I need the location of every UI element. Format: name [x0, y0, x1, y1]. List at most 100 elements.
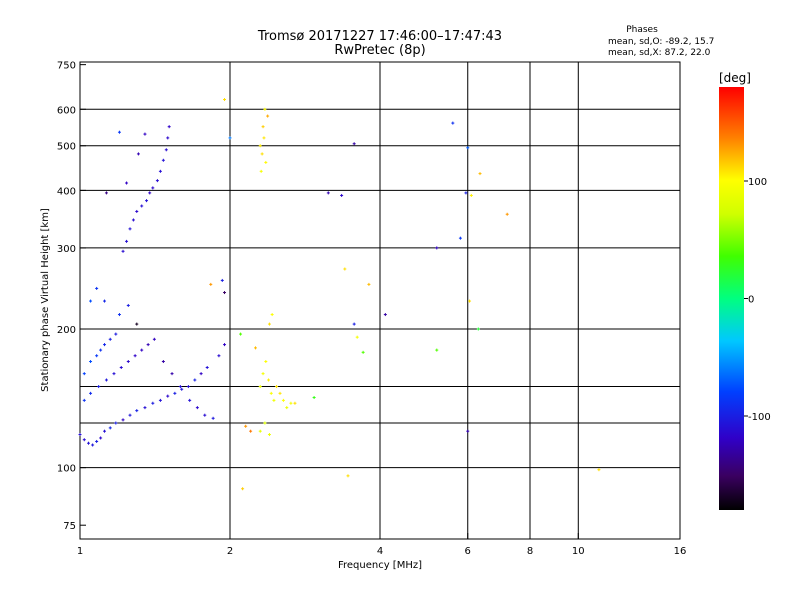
chart-subtitle: RwPretec (8p)	[334, 43, 425, 58]
colorbar	[719, 87, 744, 510]
data-point	[466, 146, 470, 150]
data-point	[193, 378, 197, 382]
data-point	[266, 114, 270, 118]
data-point	[89, 391, 93, 395]
colorbar-tick-label: 0	[748, 295, 754, 306]
data-point	[161, 158, 165, 162]
data-point	[152, 337, 156, 341]
data-point	[108, 426, 112, 430]
data-point	[104, 378, 108, 382]
data-point	[164, 148, 168, 152]
data-point	[99, 436, 103, 440]
data-point	[264, 360, 268, 364]
colorbar-tick-label: 100	[748, 177, 767, 188]
data-point	[128, 413, 132, 417]
data-point	[126, 303, 130, 307]
data-point	[117, 313, 121, 317]
data-point	[383, 313, 387, 317]
data-point	[99, 348, 103, 352]
data-point	[155, 179, 159, 183]
colorbar-ticks: 100 0 -100	[744, 177, 771, 423]
data-point	[269, 391, 273, 395]
data-point	[367, 282, 371, 286]
stats-line-o: mean, sd,O: -89.2, 15.7	[608, 37, 714, 47]
data-point	[272, 398, 276, 402]
data-point	[261, 125, 265, 129]
x-tick-label: 10	[572, 546, 585, 557]
data-point	[180, 387, 184, 391]
x-tick-label: 8	[527, 546, 533, 557]
data-point	[95, 439, 99, 443]
data-point	[136, 152, 140, 156]
data-point	[82, 438, 86, 442]
data-point	[125, 181, 129, 185]
data-point	[167, 125, 171, 129]
data-point	[108, 337, 112, 341]
x-axis-label: Frequency [MHz]	[338, 560, 422, 571]
data-point	[205, 365, 209, 369]
data-point	[161, 360, 165, 364]
data-point	[267, 378, 271, 382]
data-point	[435, 246, 439, 250]
data-point	[361, 350, 365, 354]
data-point	[114, 332, 118, 336]
data-point	[125, 239, 129, 243]
x-tick-label: 16	[674, 546, 687, 557]
x-tick-label: 6	[465, 546, 471, 557]
data-point	[312, 396, 316, 400]
y-tick-label: 750	[57, 61, 76, 72]
data-points	[78, 98, 601, 491]
data-point	[458, 236, 462, 240]
data-point	[209, 282, 213, 286]
data-point	[352, 142, 356, 146]
plot-area: 1 2 4 6 8 10 16 75 100 200 300 400 500 600 750	[57, 61, 686, 557]
stats-line-x: mean, sd,X: 87.2, 22.0	[608, 48, 711, 58]
data-point	[119, 365, 123, 369]
x-tick-label: 2	[227, 546, 233, 557]
data-point	[220, 278, 224, 282]
data-point	[249, 429, 253, 433]
data-point	[82, 398, 86, 402]
data-point	[259, 169, 263, 173]
data-point	[476, 327, 480, 331]
data-point	[278, 391, 282, 395]
y-tick-label: 200	[57, 325, 76, 336]
grid-lines	[80, 62, 680, 539]
data-point	[263, 421, 267, 425]
data-point	[223, 343, 227, 347]
data-point	[143, 132, 147, 136]
data-point	[469, 193, 473, 197]
data-point	[217, 354, 221, 358]
chart-title: Tromsø 20171227 17:46:00–17:47:43	[257, 29, 502, 44]
data-point	[346, 474, 350, 478]
data-point	[270, 313, 274, 317]
data-point	[103, 343, 107, 347]
data-point	[158, 398, 162, 402]
colorbar-tick-label: -100	[748, 412, 771, 423]
data-point	[293, 401, 297, 405]
y-axis-label: Stationary phase Virtual Height [km]	[40, 208, 51, 392]
data-point	[148, 191, 152, 195]
data-point	[140, 204, 144, 208]
data-point	[89, 360, 93, 364]
data-point	[140, 348, 144, 352]
data-point	[195, 406, 199, 410]
data-point	[289, 401, 293, 405]
data-point	[211, 416, 215, 420]
data-point	[435, 348, 439, 352]
data-point	[260, 152, 264, 156]
data-point	[468, 299, 472, 303]
data-point	[466, 429, 470, 433]
data-point	[267, 433, 271, 437]
data-point	[244, 424, 248, 428]
data-point	[223, 98, 227, 102]
data-point	[91, 443, 95, 447]
data-point	[89, 299, 93, 303]
data-point	[275, 385, 279, 389]
data-point	[263, 107, 267, 111]
data-point	[121, 249, 125, 253]
data-point	[285, 406, 289, 410]
data-point	[597, 468, 601, 472]
y-tick-label: 75	[63, 521, 76, 532]
data-point	[343, 267, 347, 271]
